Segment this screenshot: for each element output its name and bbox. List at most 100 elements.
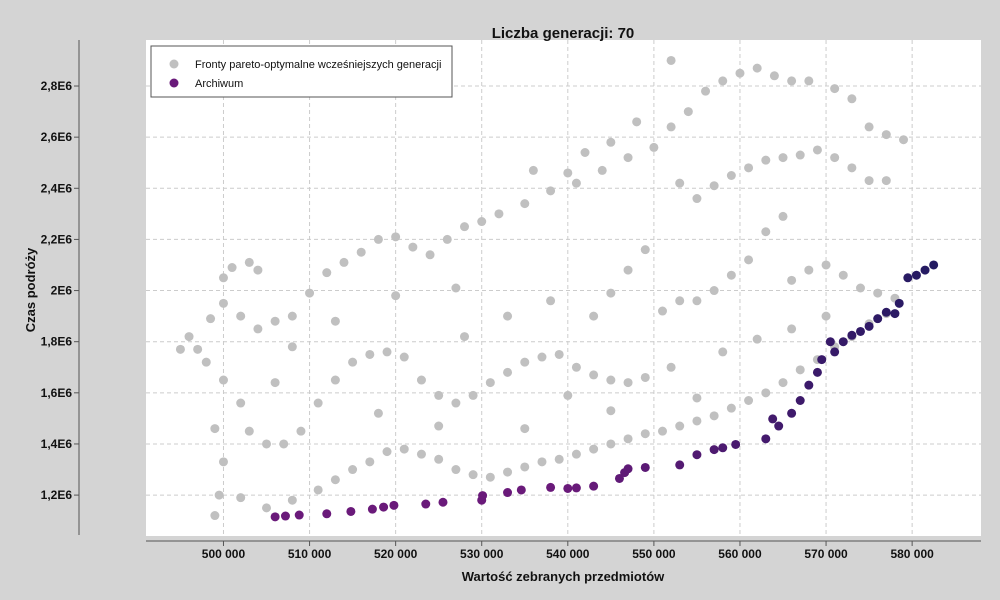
data-point-archive [389, 500, 399, 510]
data-point-previous [554, 454, 564, 464]
data-point-previous [175, 344, 185, 354]
data-point-previous [847, 163, 857, 173]
data-point-previous [365, 457, 375, 467]
data-point-archive [929, 260, 939, 270]
data-point-previous [356, 247, 366, 257]
data-point-previous [571, 178, 581, 188]
data-point-previous [236, 398, 246, 408]
data-point-previous [503, 467, 513, 477]
data-point-previous [589, 311, 599, 321]
data-point-previous [597, 165, 607, 175]
data-point-previous [761, 388, 771, 398]
data-point-previous [451, 465, 461, 475]
data-point-previous [373, 408, 383, 418]
data-point-previous [735, 68, 745, 78]
data-point-previous [322, 268, 332, 278]
data-point-previous [709, 286, 719, 296]
data-point-previous [821, 260, 831, 270]
legend-box [150, 45, 453, 98]
data-point-previous [520, 199, 530, 209]
data-point-archive [516, 485, 526, 495]
data-point-archive [280, 511, 290, 521]
data-point-archive [623, 464, 633, 474]
data-point-previous [623, 153, 633, 163]
data-point-previous [348, 465, 358, 475]
data-point-previous [451, 398, 461, 408]
y-tick-label: 2,8E6 [41, 79, 73, 93]
legend-label-previous: Fronty pareto-optymalne wcześniejszych g… [195, 59, 441, 71]
data-point-previous [666, 55, 676, 65]
data-point-archive [346, 506, 356, 516]
data-point-archive [640, 462, 650, 472]
data-point-previous [546, 186, 556, 196]
data-point-archive [847, 330, 857, 340]
y-tick-label: 2E6 [51, 284, 73, 298]
data-point-previous [571, 449, 581, 459]
data-point-previous [563, 390, 573, 400]
data-point-previous [270, 316, 280, 326]
data-point-previous [571, 362, 581, 372]
data-point-previous [830, 153, 840, 163]
data-point-previous [494, 209, 504, 219]
data-point-previous [666, 122, 676, 132]
data-point-previous [236, 493, 246, 503]
data-point-previous [744, 395, 754, 405]
data-point-previous [899, 135, 909, 145]
data-point-previous [218, 298, 228, 308]
y-tick-label: 2,4E6 [41, 181, 73, 195]
data-point-previous [675, 296, 685, 306]
data-point-previous [434, 421, 444, 431]
data-point-archive [571, 483, 581, 493]
data-point-previous [503, 367, 513, 377]
data-point-archive [795, 395, 805, 405]
data-point-previous [468, 470, 478, 480]
data-point-previous [485, 378, 495, 388]
data-point-previous [227, 263, 237, 273]
data-point-previous [606, 288, 616, 298]
data-point-previous [606, 137, 616, 147]
data-point-archive [421, 499, 431, 509]
data-point-archive [903, 273, 913, 283]
data-point-previous [287, 311, 297, 321]
x-tick-label: 570 000 [804, 547, 848, 561]
data-point-previous [330, 475, 340, 485]
data-point-previous [348, 357, 358, 367]
data-point-archive [294, 510, 304, 520]
data-point-previous [623, 265, 633, 275]
data-point-previous [287, 495, 297, 505]
data-point-previous [632, 117, 642, 127]
data-point-previous [640, 429, 650, 439]
data-point-previous [718, 347, 728, 357]
data-point-previous [821, 311, 831, 321]
y-tick-label: 2,6E6 [41, 130, 73, 144]
data-point-archive [890, 309, 900, 319]
data-point-previous [537, 352, 547, 362]
x-tick-label: 550 000 [632, 547, 676, 561]
data-point-archive [546, 482, 556, 492]
data-point-previous [330, 316, 340, 326]
data-point-archive [718, 443, 728, 453]
data-point-archive [881, 307, 891, 317]
data-point-previous [365, 349, 375, 359]
data-point-previous [606, 439, 616, 449]
data-point-previous [718, 76, 728, 86]
data-point-previous [503, 311, 513, 321]
data-point-previous [709, 181, 719, 191]
data-point-previous [606, 375, 616, 385]
data-point-archive [768, 414, 778, 424]
data-point-previous [253, 324, 263, 334]
data-point-archive [817, 355, 827, 365]
data-point-previous [546, 296, 556, 306]
data-point-previous [201, 357, 211, 367]
data-point-archive [478, 491, 488, 501]
data-point-previous [778, 378, 788, 388]
data-point-previous [391, 291, 401, 301]
data-point-previous [408, 242, 418, 252]
data-point-previous [881, 176, 891, 186]
data-point-archive [731, 439, 741, 449]
x-tick-label: 510 000 [288, 547, 332, 561]
data-point-previous [606, 406, 616, 416]
data-point-previous [485, 472, 495, 482]
data-point-previous [761, 227, 771, 237]
data-point-previous [528, 165, 538, 175]
